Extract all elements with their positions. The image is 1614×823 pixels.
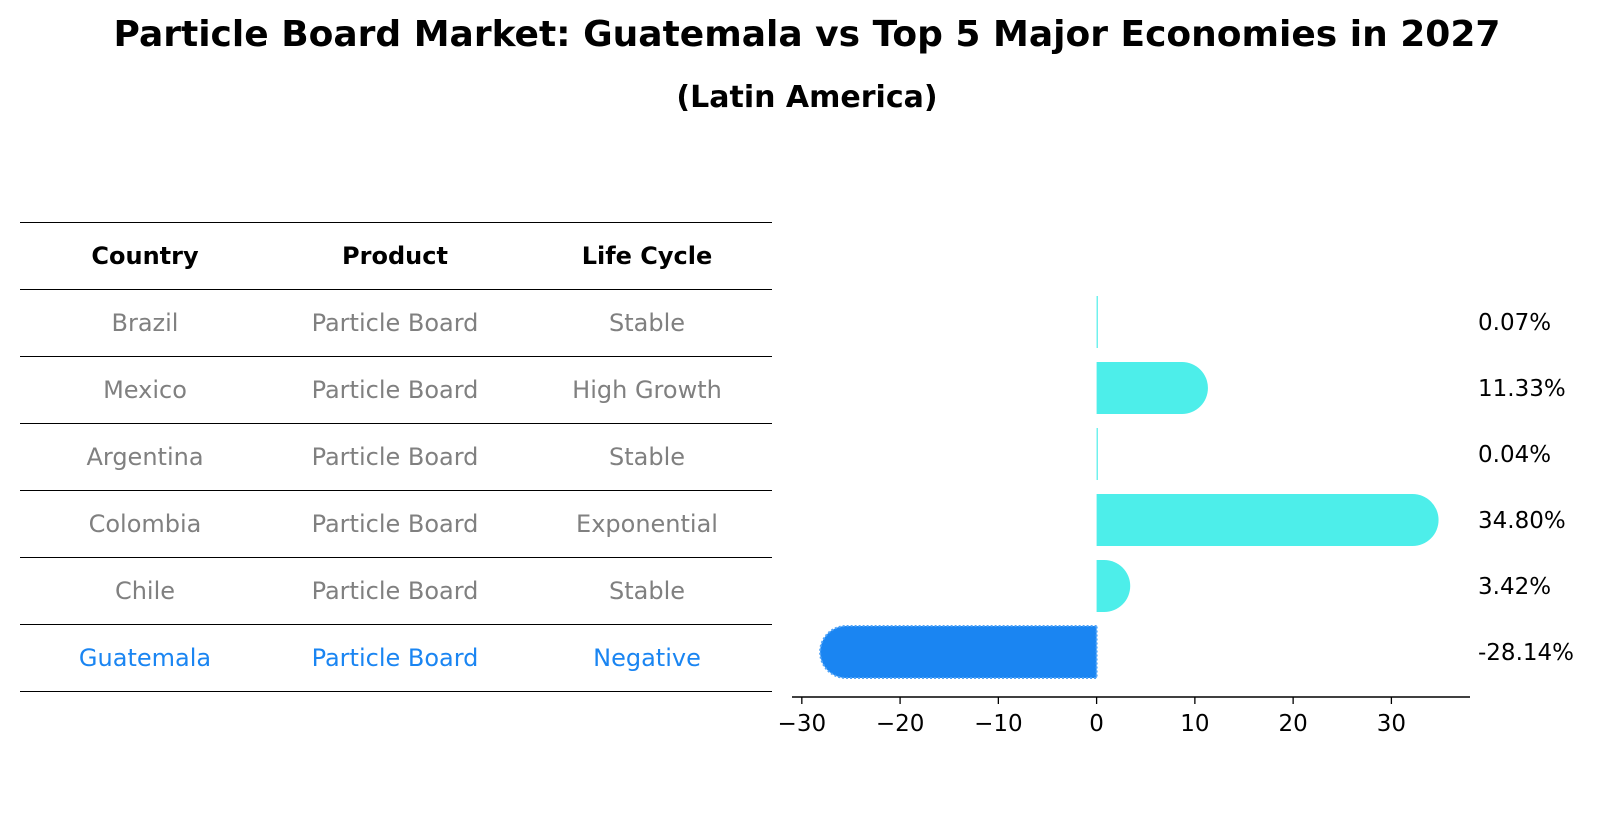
value-label: 0.04% [1478,442,1551,468]
chart-title: Particle Board Market: Guatemala vs Top … [113,14,1501,55]
x-tick-label: −10 [974,711,1023,737]
x-tick-label: 20 [1278,711,1307,737]
life-cycle-cell: Exponential [576,510,718,538]
x-tick-label: −30 [778,711,827,737]
value-label: 11.33% [1478,376,1566,402]
header-product: Product [342,242,448,270]
table-row: Argentina Particle Board Stable [20,423,772,490]
table-row: Brazil Particle Board Stable [20,289,772,356]
country-cell: Guatemala [78,644,212,672]
x-tick-label: 30 [1377,711,1406,737]
table-header-row: Country Product Life Cycle [20,222,772,289]
country-cell: Argentina [86,443,204,471]
product-cell: Particle Board [311,577,479,605]
x-tick-label: −20 [876,711,925,737]
value-label: 34.80% [1478,508,1566,534]
value-label: 3.42% [1478,574,1551,600]
life-cycle-cell: High Growth [572,376,722,404]
product-cell: Particle Board [311,309,479,337]
x-tick-label: 0 [1089,711,1104,737]
bar-guatemala [819,625,1098,679]
product-cell: Particle Board [311,510,479,538]
value-label: 0.07% [1478,310,1551,336]
country-cell: Colombia [88,510,202,538]
product-cell: Particle Board [311,376,479,404]
header-life-cycle: Life Cycle [581,242,713,270]
header-country: Country [91,242,199,270]
chart-subtitle: (Latin America) [676,80,938,115]
x-tick-label: 10 [1180,711,1209,737]
life-cycle-cell: Negative [593,644,701,672]
bar-brazil [1096,296,1098,348]
life-cycle-cell: Stable [608,309,686,337]
value-label: -28.14% [1478,640,1574,666]
life-cycle-cell: Stable [608,577,686,605]
life-cycle-table: Country Product Life Cycle Brazil Partic… [20,222,772,692]
country-cell: Mexico [103,376,187,404]
table-row: Guatemala Particle Board Negative [20,624,772,692]
bar-mexico [1096,362,1208,414]
table-row: Colombia Particle Board Exponential [20,490,772,557]
bar-chile [1096,560,1131,612]
life-cycle-cell: Stable [608,443,686,471]
country-cell: Brazil [111,309,179,337]
country-cell: Chile [114,577,176,605]
bar-colombia [1096,494,1439,546]
product-cell: Particle Board [311,443,479,471]
table-row: Chile Particle Board Stable [20,557,772,624]
bar-argentina [1096,428,1098,480]
product-cell: Particle Board [311,644,479,672]
table-row: Mexico Particle Board High Growth [20,356,772,423]
